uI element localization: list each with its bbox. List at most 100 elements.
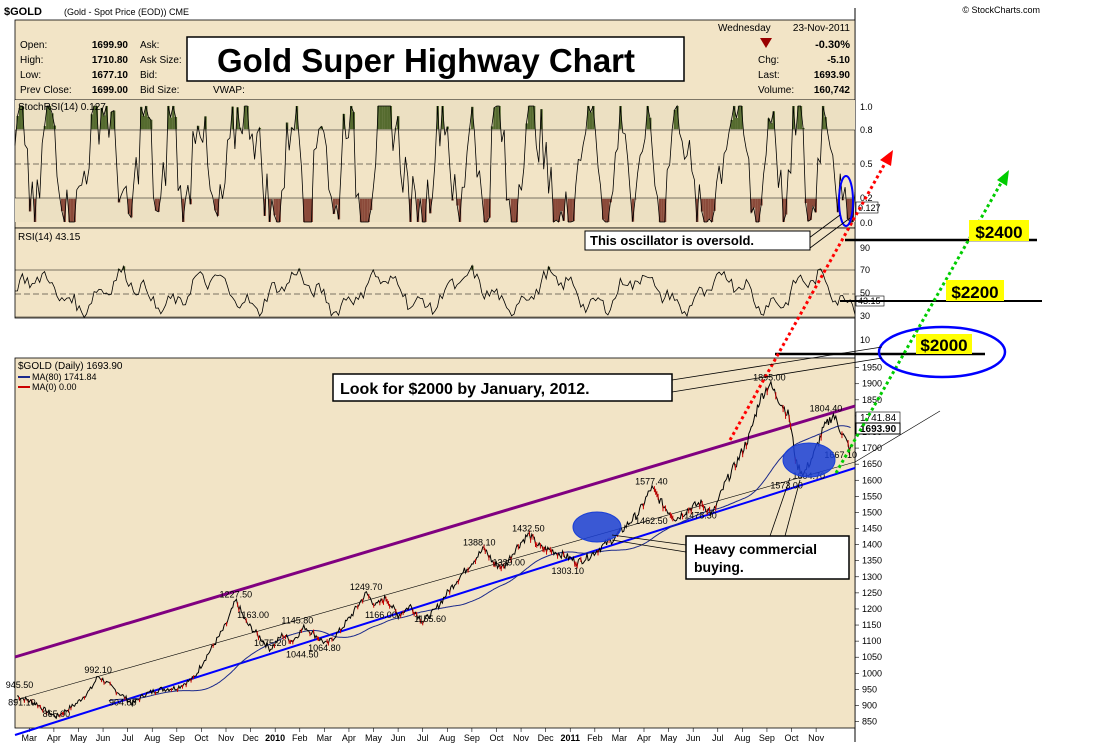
- volume-value: 160,742: [814, 85, 851, 96]
- stochrsi-oversold-fill: [335, 199, 338, 205]
- x-tick-label: May: [70, 733, 88, 743]
- stochrsi-overbought-fill: [735, 118, 738, 129]
- price-annotation-label: 1478.30: [684, 510, 717, 520]
- stochrsi-oversold-fill: [661, 199, 664, 222]
- x-tick-label: 2011: [560, 733, 580, 743]
- stochrsi-overbought-fill: [103, 115, 106, 129]
- low-label: Low:: [20, 70, 41, 81]
- target-2400-label: $2400: [975, 223, 1022, 242]
- price-annotation-label: 1227.50: [220, 589, 253, 599]
- price-annotation-label: 992.10: [84, 665, 112, 675]
- oversold-text: This oscillator is oversold.: [590, 233, 754, 248]
- y-tick-label: 1500: [862, 507, 882, 517]
- price-panel-label: $GOLD (Daily) 1693.90: [18, 361, 123, 372]
- prev-close-label: Prev Close:: [20, 85, 72, 96]
- target-2000-label: $2000: [920, 336, 967, 355]
- stochrsi-overbought-fill: [385, 106, 388, 129]
- y-tick-label: 1450: [862, 524, 882, 534]
- stochrsi-overbought-fill: [590, 112, 593, 129]
- quote-date: 23-Nov-2011: [793, 23, 851, 34]
- price-annotation-label: 1804.40: [810, 404, 843, 414]
- price-annotation-label: 1303.10: [552, 566, 585, 576]
- open-label: Open:: [20, 40, 47, 51]
- price-annotation-label: 1329.00: [492, 558, 525, 568]
- stochrsi-oversold-fill: [753, 199, 756, 208]
- y-tick-label: 950: [862, 684, 877, 694]
- x-tick-label: Dec: [243, 733, 260, 743]
- volume-label: Volume:: [758, 85, 794, 96]
- rsi-tick: 30: [860, 311, 870, 321]
- stochrsi-oversold-fill: [306, 199, 309, 222]
- x-tick-label: Oct: [489, 733, 504, 743]
- x-tick-label: Nov: [218, 733, 235, 743]
- price-annotation-label: 1432.50: [512, 523, 545, 533]
- y-tick-label: 1900: [862, 379, 882, 389]
- x-tick-label: Jul: [122, 733, 134, 743]
- last-value: 1693.90: [814, 70, 851, 81]
- stochrsi-tick: 0.0: [860, 218, 873, 228]
- low-value: 1677.10: [92, 70, 129, 81]
- heavy-buying-line1: Heavy commercial: [694, 541, 817, 557]
- stochrsi-oversold-fill: [71, 199, 74, 222]
- x-tick-label: Sep: [169, 733, 185, 743]
- y-tick-label: 1100: [862, 636, 881, 646]
- commercial-buying-ellipse-2: [783, 443, 835, 477]
- target-2200-label: $2200: [951, 283, 998, 302]
- y-tick-label: 900: [862, 700, 877, 710]
- high-label: High:: [20, 55, 43, 66]
- stochrsi-overbought-fill: [142, 116, 145, 130]
- x-tick-label: Jun: [96, 733, 111, 743]
- price-annotation-label: 1577.40: [635, 477, 668, 487]
- chg-value: -5.10: [827, 55, 850, 66]
- stochrsi-overbought-fill: [380, 106, 383, 129]
- prev-close-value: 1699.00: [92, 85, 129, 96]
- last-label: Last:: [758, 70, 780, 81]
- ask-size-label: Ask Size:: [140, 55, 182, 66]
- x-tick-label: Oct: [785, 733, 800, 743]
- stochrsi-tick: 1.0: [860, 102, 873, 112]
- y-tick-label: 1600: [862, 475, 882, 485]
- price-annotation-label: 1462.50: [635, 516, 668, 526]
- y-tick-label: 1550: [862, 491, 882, 501]
- high-value: 1710.80: [92, 55, 129, 66]
- x-tick-label: Jun: [391, 733, 406, 743]
- x-tick-label: Dec: [538, 733, 555, 743]
- rsi-tick: 70: [860, 265, 870, 275]
- x-tick-label: Aug: [734, 733, 750, 743]
- stochrsi-oversold-fill: [570, 199, 573, 222]
- y-tick-label: 1200: [862, 604, 882, 614]
- x-tick-label: Nov: [808, 733, 825, 743]
- price-annotation-label: 1163.00: [237, 610, 269, 620]
- stochrsi-tick: 0.8: [860, 125, 873, 135]
- stochrsi-overbought-fill: [530, 106, 533, 129]
- ask-label: Ask:: [140, 40, 159, 51]
- price-annotation-label: 904.80: [109, 698, 137, 708]
- x-tick-label: Apr: [342, 733, 356, 743]
- stochrsi-overbought-fill: [170, 118, 173, 130]
- x-tick-label: Mar: [317, 733, 333, 743]
- ma80-legend-label: MA(80) 1741.84: [32, 372, 97, 382]
- x-tick-label: Sep: [464, 733, 480, 743]
- x-tick-label: Jul: [712, 733, 724, 743]
- x-tick-label: Jul: [417, 733, 429, 743]
- x-tick-label: Oct: [194, 733, 209, 743]
- heavy-buying-line2: buying.: [694, 559, 744, 575]
- stochrsi-overbought-fill: [382, 106, 385, 129]
- x-tick-label: May: [365, 733, 383, 743]
- chg-label: Chg:: [758, 55, 779, 66]
- price-annotation-label: 1388.10: [463, 537, 496, 547]
- x-tick-label: Feb: [587, 733, 603, 743]
- stochrsi-oversold-fill: [486, 199, 489, 222]
- price-annotation-label: 891.10: [8, 697, 36, 707]
- look-for-text: Look for $2000 by January, 2012.: [340, 381, 590, 398]
- y-tick-label: 850: [862, 717, 877, 727]
- price-annotation-label: 1155.60: [414, 614, 446, 624]
- x-tick-label: Aug: [144, 733, 160, 743]
- bid-label: Bid:: [140, 70, 157, 81]
- vwap-label: VWAP:: [213, 85, 245, 96]
- x-tick-label: Mar: [22, 733, 38, 743]
- price-annotation-label: 1166.00: [365, 610, 397, 620]
- percent-change: -0.30%: [815, 39, 850, 51]
- quote-day: Wednesday: [718, 23, 771, 34]
